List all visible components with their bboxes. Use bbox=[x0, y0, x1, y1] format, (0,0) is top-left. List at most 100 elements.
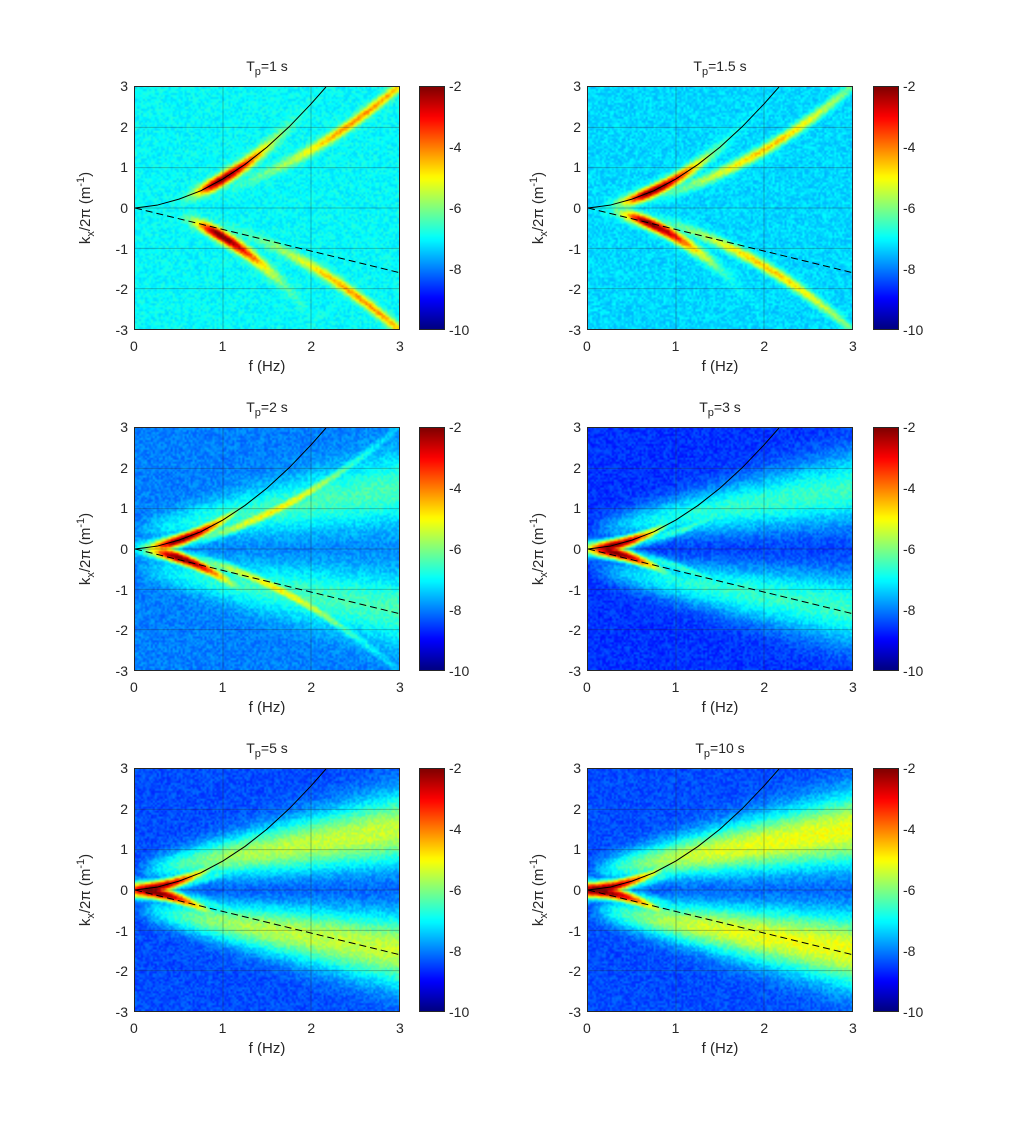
y-tick-label: 3 bbox=[120, 419, 128, 435]
plot-area bbox=[134, 427, 400, 671]
y-label-part: k bbox=[530, 236, 547, 245]
y-axis-label: kx/2π (m-1) bbox=[528, 172, 550, 244]
y-axis-label: kx/2π (m-1) bbox=[528, 513, 550, 585]
y-tick-label: 0 bbox=[573, 541, 581, 557]
x-axis-label: f (Hz) bbox=[701, 358, 739, 375]
y-tick-label: -2 bbox=[115, 281, 128, 298]
y-tick-label: -3 bbox=[115, 663, 128, 679]
y-label-part: /2π (m bbox=[77, 527, 94, 573]
title-rest: =1 s bbox=[260, 58, 288, 74]
title-main: T bbox=[246, 399, 255, 415]
y-label-part: -1 bbox=[528, 517, 540, 528]
y-label-part: /2π (m bbox=[77, 868, 94, 914]
y-axis-label: kx/2π (m-1) bbox=[528, 854, 550, 926]
plot-area bbox=[587, 427, 853, 671]
y-label-part: k bbox=[77, 918, 94, 927]
y-label-part: /2π (m bbox=[530, 868, 547, 914]
y-tick-label: 1 bbox=[573, 500, 581, 517]
y-axis-label: kx/2π (m-1) bbox=[75, 854, 97, 926]
plot-area bbox=[587, 86, 853, 330]
title-main: T bbox=[695, 740, 704, 756]
colorbar-tick-label: -6 bbox=[449, 541, 462, 557]
title-sub: p bbox=[254, 65, 261, 78]
reference-line-dashed bbox=[588, 548, 852, 615]
y-axis-label: kx/2π (m-1) bbox=[75, 513, 97, 585]
title-sub: p bbox=[703, 747, 711, 760]
plot-overlay bbox=[135, 87, 399, 329]
colorbar-tick-label: -2 bbox=[903, 760, 916, 776]
x-tick-label: 3 bbox=[396, 338, 404, 354]
y-tick-label: 2 bbox=[573, 118, 581, 135]
title-rest: =2 s bbox=[260, 399, 288, 415]
y-tick-label: -2 bbox=[115, 963, 128, 980]
colorbar-tick-label: -2 bbox=[903, 419, 916, 435]
colorbar-tick-label: -8 bbox=[903, 602, 916, 618]
colorbar-tick-label: -4 bbox=[903, 139, 916, 155]
x-tick-label: 2 bbox=[760, 1020, 769, 1036]
plot-overlay bbox=[588, 428, 852, 670]
y-label-part: ) bbox=[530, 512, 547, 518]
y-tick-label: 2 bbox=[120, 118, 128, 135]
x-tick-label: 0 bbox=[130, 679, 138, 695]
y-tick-label: 0 bbox=[120, 200, 128, 216]
plot-overlay bbox=[588, 87, 852, 329]
y-tick-label: -2 bbox=[568, 281, 581, 298]
x-tick-label: 2 bbox=[307, 338, 316, 354]
title-main: T bbox=[693, 58, 702, 74]
colorbar-tick-label: -6 bbox=[903, 541, 916, 557]
x-tick-label: 2 bbox=[307, 1020, 316, 1036]
colorbar-tick-label: -8 bbox=[449, 602, 462, 618]
y-tick-label: -1 bbox=[115, 581, 128, 598]
x-tick-label: 0 bbox=[583, 679, 591, 695]
colorbar-tick-label: -4 bbox=[449, 139, 462, 155]
heatmap-panel-5: Tp=5 s 0 1 2 3 3 2 1 0 -1 -2 -3 f (Hz) kx/2π (m-1) -2-… bbox=[75, 740, 614, 1098]
y-tick-label: -1 bbox=[568, 581, 581, 598]
panel-title: Tp=1.5 s bbox=[587, 58, 853, 78]
reference-line-dashed bbox=[588, 889, 852, 956]
title-main: T bbox=[246, 740, 255, 756]
colorbar bbox=[419, 427, 445, 671]
panel-title: Tp=5 s bbox=[134, 740, 400, 760]
y-label-part: k bbox=[530, 918, 547, 927]
title-rest: =3 s bbox=[713, 399, 741, 415]
y-tick-label: 2 bbox=[120, 800, 128, 817]
x-tick-label: 1 bbox=[671, 338, 680, 354]
y-label-part: /2π (m bbox=[530, 186, 547, 232]
y-tick-label: 1 bbox=[120, 500, 128, 517]
title-sub: p bbox=[254, 747, 261, 760]
plot-overlay bbox=[135, 428, 399, 670]
plot-area bbox=[587, 768, 853, 1012]
dispersion-curve-solid bbox=[135, 769, 327, 891]
dispersion-curve-solid bbox=[135, 87, 327, 209]
y-label-part: k bbox=[77, 236, 94, 245]
y-tick-label: 3 bbox=[573, 78, 581, 94]
x-tick-label: 1 bbox=[218, 338, 227, 354]
plot-area bbox=[134, 86, 400, 330]
colorbar-tick-label: -2 bbox=[449, 419, 462, 435]
y-label-part: /2π (m bbox=[530, 527, 547, 573]
y-tick-label: 1 bbox=[120, 159, 128, 176]
dispersion-curve-solid bbox=[588, 769, 780, 891]
colorbar-tick-label: -10 bbox=[449, 663, 470, 679]
reference-line-dashed bbox=[135, 548, 399, 615]
colorbar-tick-label: -4 bbox=[903, 480, 916, 496]
y-label-part: -1 bbox=[75, 176, 87, 187]
colorbar-tick-label: -4 bbox=[903, 821, 916, 837]
y-tick-label: -3 bbox=[115, 1004, 128, 1020]
y-label-part: x bbox=[538, 572, 550, 578]
colorbar-gradient bbox=[420, 87, 444, 329]
x-tick-label: 0 bbox=[583, 338, 591, 354]
y-tick-label: 1 bbox=[573, 841, 581, 858]
x-axis-label: f (Hz) bbox=[248, 358, 286, 375]
colorbar-tick-label: -6 bbox=[903, 882, 916, 898]
plot-area bbox=[134, 768, 400, 1012]
dispersion-curve-solid bbox=[588, 87, 780, 209]
y-label-part: k bbox=[530, 577, 547, 586]
heatmap-panel-1: Tp=1 s 0 1 2 3 3 2 1 0 -1 -2 -3 f (Hz) kx/2π (m-1) -2-… bbox=[75, 58, 614, 416]
y-tick-label: 2 bbox=[573, 459, 581, 476]
x-tick-label: 0 bbox=[583, 1020, 591, 1036]
y-tick-label: -3 bbox=[568, 1004, 581, 1020]
y-tick-label: 3 bbox=[120, 760, 128, 776]
colorbar-tick-label: -6 bbox=[449, 882, 462, 898]
